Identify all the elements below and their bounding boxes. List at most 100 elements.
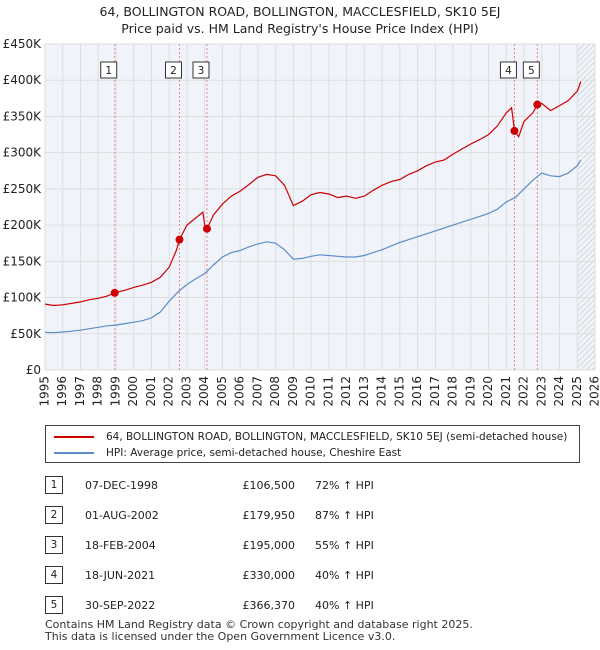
sale-marker-label: 4: [505, 65, 512, 77]
chart-title: 64, BOLLINGTON ROAD, BOLLINGTON, MACCLES…: [99, 4, 501, 19]
x-tick-label: 1997: [73, 376, 87, 407]
x-tick-label: 2006: [233, 376, 247, 407]
x-tick-label: 2013: [357, 376, 371, 407]
y-tick-label: £100K: [3, 291, 43, 305]
sale-marker-box: 1: [100, 61, 118, 79]
y-tick-label: £250K: [3, 182, 43, 196]
x-tick-label: 1996: [55, 376, 69, 407]
legend: 64, BOLLINGTON ROAD, BOLLINGTON, MACCLES…: [45, 425, 580, 463]
x-tick-label: 2026: [588, 376, 600, 407]
x-tick-label: 2011: [321, 376, 335, 407]
sale-point: [175, 235, 184, 244]
sale-marker-label: 3: [198, 65, 205, 77]
price-chart: £0 £50K £100K £150K £200K £250K £300K £350K £400…: [3, 37, 600, 407]
x-tick-label: 2015: [392, 376, 406, 407]
legend-label-price: 64, BOLLINGTON ROAD, BOLLINGTON, MACCLES…: [106, 431, 568, 443]
y-tick-label: £350K: [3, 109, 43, 123]
table-row: 4 18-JUN-2021 £330,000 40% ↑ HPI: [45, 560, 374, 590]
y-tick-label: £50K: [10, 327, 42, 341]
x-tick-label: 1999: [108, 376, 122, 407]
footer: Contains HM Land Registry data © Crown c…: [45, 619, 473, 643]
sale-marker-label: 2: [170, 65, 177, 77]
sale-price: £179,950: [242, 508, 296, 522]
sale-number-badge: 2: [45, 506, 63, 524]
x-tick-label: 2003: [179, 376, 193, 407]
x-tick-label: 2017: [428, 376, 442, 407]
sale-marker-box: 4: [499, 61, 517, 79]
sale-marker-label: 1: [105, 65, 112, 77]
sale-number-badge: 3: [45, 536, 63, 554]
x-tick-label: 2010: [304, 376, 318, 407]
sale-price: £330,000: [242, 568, 296, 582]
sale-number-badge: 4: [45, 566, 63, 584]
chart-subtitle: Price paid vs. HM Land Registry's House …: [121, 21, 479, 36]
price-line: [44, 81, 582, 307]
table-row: 1 07-DEC-1998 £106,500 72% ↑ HPI: [45, 470, 374, 500]
forecast-hatch: [577, 44, 595, 370]
sale-price: £366,370: [242, 598, 296, 612]
legend-item-hpi: HPI: Average price, semi-detached house,…: [54, 445, 401, 461]
y-tick-label: £200K: [3, 218, 43, 232]
legend-item-price: 64, BOLLINGTON ROAD, BOLLINGTON, MACCLES…: [54, 429, 567, 445]
x-tick-label: 2009: [286, 376, 300, 407]
sale-date: 07-DEC-1998: [85, 478, 159, 492]
table-row: 5 30-SEP-2022 £366,370 40% ↑ HPI: [45, 590, 374, 620]
x-tick-label: 1998: [91, 376, 105, 407]
x-tick-label: 2012: [339, 376, 353, 407]
x-tick-label: 2016: [410, 376, 424, 407]
y-tick-label: £300K: [3, 146, 43, 160]
sale-point: [110, 288, 119, 297]
sale-marker-box: 2: [164, 61, 182, 79]
sale-date: 18-JUN-2021: [85, 568, 156, 582]
x-tick-label: 2022: [517, 376, 531, 407]
x-tick-label: 2024: [552, 376, 566, 407]
x-tick-label: 2002: [162, 376, 176, 407]
table-row: 2 01-AUG-2002 £179,950 87% ↑ HPI: [45, 500, 374, 530]
footer-copyright: Contains HM Land Registry data © Crown c…: [45, 618, 473, 631]
table-row: 3 18-FEB-2004 £195,000 55% ↑ HPI: [45, 530, 374, 560]
x-tick-label: 2014: [375, 376, 389, 407]
sale-marker-label: 5: [528, 65, 535, 77]
legend-label-hpi: HPI: Average price, semi-detached house,…: [106, 447, 402, 459]
sale-date: 18-FEB-2004: [85, 538, 156, 552]
sale-number-badge: 5: [45, 596, 63, 614]
y-tick-label: £400K: [3, 73, 43, 87]
x-tick-label: 2018: [446, 376, 460, 407]
sale-date: 30-SEP-2022: [85, 598, 156, 612]
x-tick-label: 2021: [499, 376, 513, 407]
hpi-line: [44, 159, 582, 334]
x-tick-label: 2007: [250, 376, 264, 407]
x-tick-label: 1995: [38, 376, 52, 407]
x-tick-label: 2004: [197, 376, 211, 407]
x-tick-label: 2000: [126, 376, 140, 407]
sale-price: £195,000: [242, 538, 296, 552]
sale-point: [202, 224, 211, 233]
x-tick-label: 2020: [481, 376, 495, 407]
x-tick-label: 2019: [463, 376, 477, 407]
sale-hpi-change: 40% ↑ HPI: [315, 568, 374, 582]
x-tick-label: 2005: [215, 376, 229, 407]
y-tick-label: £150K: [3, 254, 43, 268]
legend-swatch-hpi: [54, 452, 94, 454]
sale-price: £106,500: [242, 478, 296, 492]
sale-number-badge: 1: [45, 476, 63, 494]
sales-table: 1 07-DEC-1998 £106,500 72% ↑ HPI 2 01-AU…: [45, 470, 374, 620]
sale-marker-box: 5: [522, 61, 540, 79]
legend-swatch-price: [54, 436, 94, 438]
x-tick-label: 2001: [144, 376, 158, 407]
footer-licence: This data is licensed under the Open Gov…: [45, 630, 396, 643]
y-tick-label: £450K: [3, 37, 43, 51]
y-tick-label: £0: [26, 363, 41, 377]
sale-hpi-change: 87% ↑ HPI: [315, 508, 374, 522]
sale-hpi-change: 40% ↑ HPI: [315, 598, 374, 612]
sale-date: 01-AUG-2002: [85, 508, 159, 522]
sale-hpi-change: 72% ↑ HPI: [315, 478, 374, 492]
plot-area: [45, 44, 595, 370]
sale-marker-box: 3: [192, 61, 210, 79]
sale-point: [510, 126, 519, 135]
sale-hpi-change: 55% ↑ HPI: [315, 538, 374, 552]
sale-point: [533, 100, 542, 109]
x-tick-label: 2023: [534, 376, 548, 407]
x-tick-label: 2025: [570, 376, 584, 407]
x-tick-label: 2008: [268, 376, 282, 407]
